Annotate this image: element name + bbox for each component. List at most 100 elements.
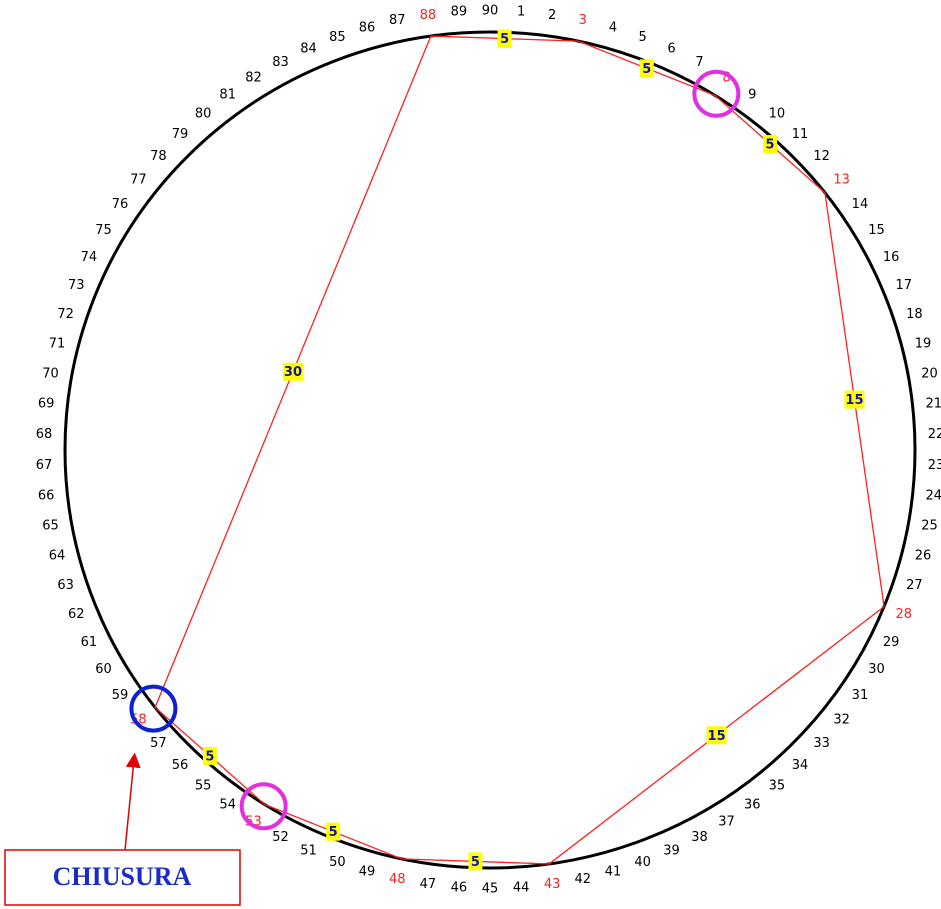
- ring-number: 16: [883, 250, 900, 265]
- gap-badge: [706, 726, 727, 745]
- gap-label: 15: [708, 729, 726, 744]
- ring-number: 87: [389, 13, 406, 28]
- ring-number: 14: [852, 197, 869, 212]
- ring-number: 54: [219, 798, 236, 813]
- ring-number: 61: [81, 635, 98, 650]
- ring-number: 12: [813, 149, 830, 164]
- ring-number: 21: [926, 397, 941, 412]
- ring-number: 66: [38, 488, 55, 503]
- highlight-circle: [692, 69, 741, 118]
- ring-number: 82: [245, 70, 262, 85]
- gap-label: 5: [642, 62, 651, 77]
- ring-number: 47: [420, 877, 437, 892]
- ring-number: 26: [915, 549, 932, 564]
- route-line: [154, 35, 885, 865]
- ring-number: 80: [195, 106, 212, 121]
- ring-number: 11: [792, 127, 809, 142]
- gap-label: 5: [329, 825, 338, 840]
- ring-number: 5: [638, 30, 646, 45]
- gap-badge: [326, 822, 341, 841]
- ring-number: 79: [172, 127, 189, 142]
- ring-number: 72: [57, 307, 74, 322]
- ring-number: 13: [833, 172, 850, 187]
- gap-badge: [282, 362, 303, 381]
- gap-badge: [844, 390, 865, 409]
- ring-number: 64: [49, 549, 66, 564]
- ring-number: 1: [517, 5, 525, 20]
- ring-number: 75: [95, 223, 112, 238]
- ring-number: 15: [868, 223, 885, 238]
- ring-number: 24: [926, 488, 941, 503]
- gap-label: 5: [500, 32, 509, 47]
- ring-number: 76: [112, 197, 129, 212]
- ring-number: 84: [300, 42, 317, 57]
- ring-number: 42: [575, 872, 592, 887]
- gap-badge: [468, 852, 483, 871]
- ring-number: 71: [49, 336, 66, 351]
- ring-number: 40: [634, 855, 651, 870]
- ring-number: 44: [513, 880, 530, 895]
- ring-number: 10: [769, 106, 786, 121]
- ring-number: 25: [921, 519, 938, 534]
- ring-number: 88: [420, 8, 437, 23]
- ring-number: 34: [792, 758, 809, 773]
- ring-number: 35: [769, 779, 786, 794]
- ring-number: 78: [150, 149, 167, 164]
- ring-circle: [63, 30, 917, 870]
- ring-number: 36: [744, 798, 761, 813]
- ring-number: 7: [695, 55, 703, 70]
- ring-number: 68: [36, 427, 53, 442]
- ring-number: 65: [42, 519, 59, 534]
- ring-number: 86: [359, 21, 376, 36]
- ring-number: 38: [691, 830, 708, 845]
- ring-number: 85: [329, 30, 346, 45]
- ring-number: 2: [548, 8, 556, 23]
- ring-number: 27: [906, 578, 923, 593]
- highlight-circle: [129, 684, 178, 733]
- ring-number: 30: [868, 662, 885, 677]
- ring-number: 41: [605, 864, 622, 879]
- ring-number: 45: [482, 881, 499, 896]
- ring-number: 57: [150, 736, 167, 751]
- ring-number: 50: [329, 855, 346, 870]
- ring-number: 22: [928, 427, 941, 442]
- ring-number: 48: [389, 872, 406, 887]
- ring-number: 55: [195, 779, 212, 794]
- ring-number: 69: [38, 397, 55, 412]
- ring-number: 67: [36, 458, 53, 473]
- ring-number: 31: [852, 688, 869, 703]
- ring-number: 70: [42, 366, 59, 381]
- ring-number: 60: [95, 662, 112, 677]
- gap-label: 5: [471, 855, 480, 870]
- ring-number: 62: [68, 607, 85, 622]
- gap-badge: [202, 746, 217, 765]
- ring-number: 56: [172, 758, 189, 773]
- ring-number: 89: [451, 5, 468, 20]
- ring-number: 83: [272, 55, 289, 70]
- ring-number: 77: [130, 172, 147, 187]
- gap-badge: [763, 135, 778, 154]
- gap-badge: [639, 59, 654, 78]
- ring-number: 46: [451, 880, 468, 895]
- ring-number: 73: [68, 278, 85, 293]
- callout-text: CHIUSURA: [53, 862, 192, 891]
- ring-number: 19: [915, 336, 932, 351]
- ring-number: 3: [579, 13, 587, 28]
- ring-number: 43: [544, 877, 561, 892]
- ring-number: 74: [81, 250, 98, 265]
- gap-badge: [497, 29, 512, 48]
- ring-number: 17: [895, 278, 912, 293]
- gap-label: 5: [766, 138, 775, 153]
- ring-number: 59: [112, 688, 129, 703]
- ring-number: 32: [833, 713, 850, 728]
- gap-label: 30: [284, 365, 302, 380]
- callout-arrow: [124, 752, 141, 851]
- ring-number: 9: [748, 87, 756, 102]
- ring-number: 63: [57, 578, 74, 593]
- ring-number: 6: [667, 42, 675, 57]
- ring-number: 90: [482, 4, 499, 19]
- callout-box: [4, 849, 241, 906]
- ring-number: 33: [813, 736, 830, 751]
- ring-number: 37: [718, 815, 735, 830]
